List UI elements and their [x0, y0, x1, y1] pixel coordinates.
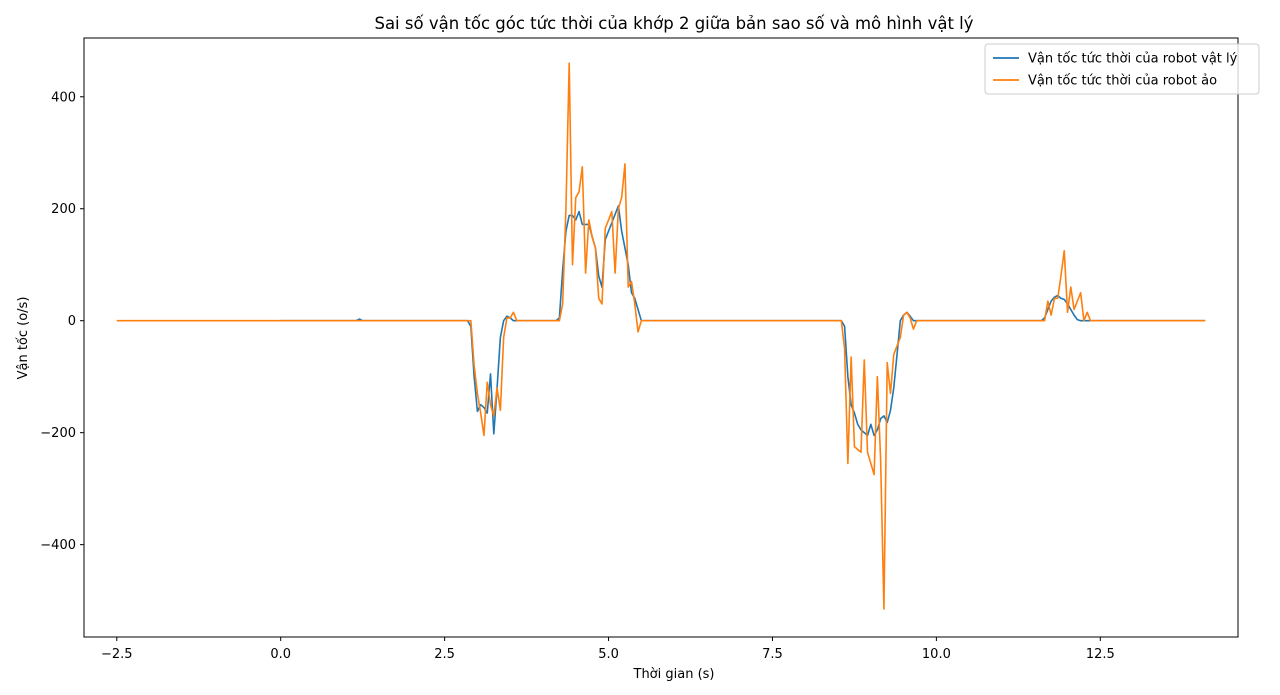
legend-items: Vận tốc tức thời của robot vật lý Vận tốc… [993, 52, 1238, 89]
x-tick-label: 5.0 [598, 647, 619, 662]
x-tick-label: −2.5 [101, 647, 133, 662]
y-axis-ticks: −400 −200 0 200 400 [40, 90, 84, 553]
x-tick-label: 2.5 [434, 647, 455, 662]
plot-background [84, 38, 1238, 637]
series-line-2 [116, 62, 1206, 610]
y-tick-label: 0 [68, 314, 76, 329]
legend-label-1: Vận tốc tức thời của robot vật lý [1028, 52, 1238, 67]
y-tick-label: 400 [51, 90, 76, 105]
series-layer [116, 62, 1206, 610]
plot-frame [83, 37, 1239, 638]
legend: Vận tốc tức thời của robot vật lý Vận tốc… [984, 43, 1260, 95]
x-tick-label: 12.5 [1086, 647, 1115, 662]
chart-title: Sai số vận tốc góc tức thời của khớp 2 g… [374, 14, 973, 33]
legend-label-2: Vận tốc tức thời của robot ảo [1028, 74, 1217, 89]
x-axis-label: Thời gian (s) [633, 667, 715, 682]
x-axis-ticks: −2.5 0.0 2.5 5.0 7.5 10.0 12.5 [101, 637, 1115, 662]
legend-frame [984, 43, 1260, 95]
y-axis-label: Vận tốc (o/s) [16, 297, 31, 380]
x-tick-label: 0.0 [270, 647, 291, 662]
y-tick-label: −400 [40, 538, 76, 553]
y-tick-label: −200 [40, 426, 76, 441]
plot-area: −2.5 0.0 2.5 5.0 7.5 10.0 12.5 −400 −200 0 200 400 [40, 37, 1239, 662]
x-tick-label: 10.0 [922, 647, 951, 662]
y-tick-label: 200 [51, 202, 76, 217]
x-tick-label: 7.5 [762, 647, 783, 662]
